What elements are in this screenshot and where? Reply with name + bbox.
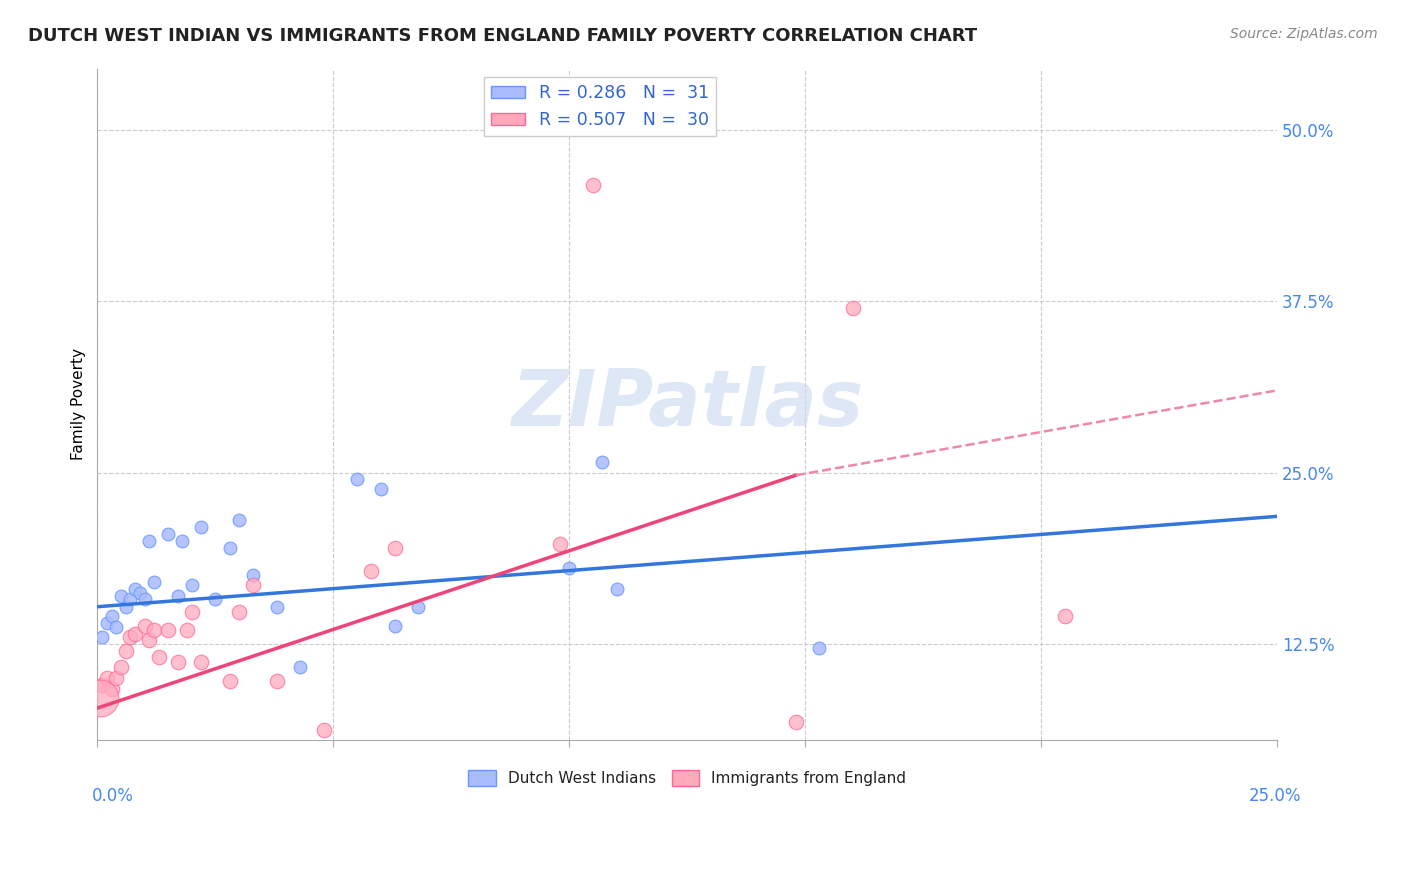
Text: 25.0%: 25.0% — [1249, 787, 1301, 805]
Point — [266, 673, 288, 688]
Point — [124, 627, 146, 641]
Point — [808, 640, 831, 655]
Point — [120, 630, 142, 644]
Point — [128, 586, 150, 600]
Point — [228, 605, 250, 619]
Point — [100, 609, 122, 624]
Point — [346, 472, 368, 486]
Point — [582, 178, 605, 192]
Text: Source: ZipAtlas.com: Source: ZipAtlas.com — [1230, 27, 1378, 41]
Point — [176, 623, 198, 637]
Point — [384, 541, 406, 555]
Point — [157, 527, 180, 541]
Point — [89, 691, 111, 706]
Text: 0.0%: 0.0% — [91, 787, 134, 805]
Point — [360, 564, 382, 578]
Point — [138, 533, 160, 548]
Point — [228, 513, 250, 527]
Point — [180, 578, 202, 592]
Point — [114, 643, 136, 657]
Point — [204, 591, 226, 606]
Point — [558, 561, 581, 575]
Point — [91, 678, 114, 692]
Point — [166, 589, 188, 603]
Point — [312, 723, 335, 737]
Y-axis label: Family Poverty: Family Poverty — [72, 348, 86, 460]
Point — [166, 655, 188, 669]
Point — [591, 454, 613, 468]
Point — [110, 660, 132, 674]
Point — [548, 537, 571, 551]
Legend: Dutch West Indians, Immigrants from England: Dutch West Indians, Immigrants from Engl… — [463, 764, 912, 792]
Point — [408, 599, 430, 614]
Point — [384, 619, 406, 633]
Point — [138, 632, 160, 647]
Point — [124, 582, 146, 596]
Point — [180, 605, 202, 619]
Point — [242, 578, 264, 592]
Point — [105, 620, 128, 634]
Text: ZIPatlas: ZIPatlas — [512, 366, 863, 442]
Point — [242, 568, 264, 582]
Point — [370, 482, 392, 496]
Point — [266, 599, 288, 614]
Point — [91, 630, 114, 644]
Point — [1053, 609, 1076, 624]
Point — [134, 619, 156, 633]
Point — [190, 655, 212, 669]
Point — [100, 681, 122, 696]
Point — [290, 660, 312, 674]
Point — [157, 623, 180, 637]
Text: DUTCH WEST INDIAN VS IMMIGRANTS FROM ENGLAND FAMILY POVERTY CORRELATION CHART: DUTCH WEST INDIAN VS IMMIGRANTS FROM ENG… — [28, 27, 977, 45]
Point — [143, 575, 166, 590]
Point — [148, 650, 170, 665]
Point — [605, 582, 627, 596]
Point — [96, 616, 118, 631]
Point — [110, 589, 132, 603]
Point — [172, 533, 194, 548]
Point — [96, 671, 118, 685]
Point — [218, 541, 240, 555]
Point — [785, 714, 807, 729]
Point — [134, 591, 156, 606]
Point — [218, 673, 240, 688]
Point — [114, 599, 136, 614]
Point — [190, 520, 212, 534]
Point — [105, 671, 128, 685]
Point — [143, 623, 166, 637]
Point — [841, 301, 863, 315]
Point — [120, 591, 142, 606]
